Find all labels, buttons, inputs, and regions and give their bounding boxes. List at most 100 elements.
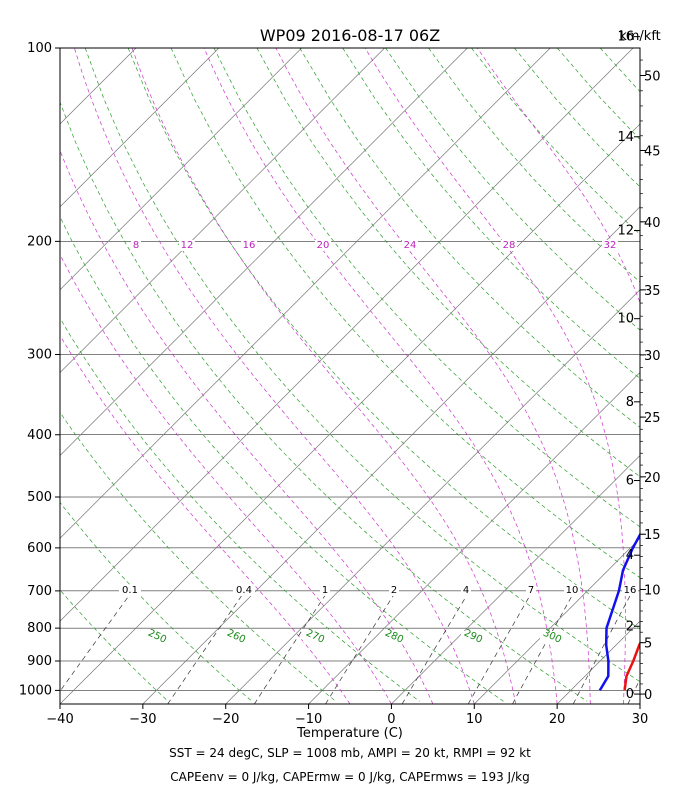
isotherm-line — [60, 48, 468, 456]
moist-adiabat-line — [364, 48, 626, 704]
dry-adiabat-line — [342, 48, 640, 379]
isotherm-line — [60, 48, 385, 374]
pressure-tick-label: 400 — [27, 428, 52, 443]
theta-e-label-bg — [501, 240, 517, 251]
isotherm-line — [0, 48, 53, 704]
isotherm-line — [60, 48, 634, 622]
theta-e-label: 28 — [503, 240, 516, 251]
theta-label-bg — [461, 631, 483, 642]
mixing-ratio-line — [572, 590, 634, 704]
moist-adiabat-line — [74, 48, 475, 704]
moist-adiabat-line — [275, 48, 591, 704]
dry-adiabat-line — [127, 48, 640, 630]
pressure-tick-label: 800 — [27, 621, 52, 636]
kft-tick-label: 20 — [644, 471, 661, 486]
x-tick-label: −20 — [212, 712, 239, 727]
dewpoint-profile-line — [598, 532, 640, 692]
theta-e-label: 12 — [181, 240, 194, 251]
kft-tick-label: 35 — [644, 284, 661, 299]
theta-label-bg — [224, 631, 246, 642]
theta-label-bg — [382, 631, 404, 642]
theta-e-label: 32 — [604, 240, 617, 251]
pressure-tick-label: 100 — [27, 41, 52, 56]
km-tick-label: 14 — [617, 130, 634, 145]
right-axis-label: km/kft — [619, 29, 661, 44]
theta-e-label: 8 — [133, 240, 139, 251]
moist-adiabat-line — [60, 253, 392, 704]
kft-tick-label: 40 — [644, 216, 661, 231]
mixing-ratio-label: 0.1 — [122, 585, 138, 596]
mixing-ratio-label: 0.4 — [236, 585, 252, 596]
km-tick-label: 0 — [626, 687, 634, 702]
mixing-ratio-label: 4 — [463, 585, 469, 596]
plot-background — [60, 48, 640, 704]
footer-line-2: CAPEenv = 0 J/kg, CAPErmw = 0 J/kg, CAPE… — [170, 770, 530, 784]
x-tick-label: 30 — [632, 712, 649, 727]
mixing-ratio-line — [325, 590, 397, 704]
kft-tick-label: 0 — [644, 688, 652, 703]
theta-label-bg — [145, 631, 167, 642]
moist-adiabat-line — [60, 149, 434, 704]
moist-adiabat-line — [131, 48, 517, 704]
mixing-ratio-line — [254, 590, 329, 704]
pressure-tick-label: 700 — [27, 584, 52, 599]
isotherm-line — [60, 123, 640, 704]
mixing-ratio-label-bg — [389, 585, 399, 596]
kft-tick-label: 30 — [644, 349, 661, 364]
mixing-ratio-label-bg — [564, 585, 580, 596]
km-tick-label: 10 — [617, 312, 634, 327]
footer-line-1: SST = 24 degC, SLP = 1008 mb, AMPI = 20 … — [169, 746, 531, 760]
theta-e-label: 24 — [404, 240, 417, 251]
kft-tick-label: 15 — [644, 528, 661, 543]
theta-label-bg — [303, 631, 325, 642]
pressure-tick-label: 300 — [27, 347, 52, 362]
kft-tick-label: 50 — [644, 69, 661, 84]
mixing-ratio-label-bg — [320, 585, 330, 596]
isotherm-line — [308, 372, 640, 704]
x-axis-label: Temperature (C) — [296, 726, 403, 741]
theta-e-label: 16 — [243, 240, 256, 251]
km-tick-label: 12 — [617, 224, 634, 239]
km-tick-label: 2 — [626, 619, 634, 634]
km-tick-label: 6 — [626, 474, 634, 489]
isotherm-line — [225, 289, 640, 704]
kft-tick-label: 5 — [644, 637, 652, 652]
mixing-ratio-label: 16 — [624, 585, 637, 596]
km-tick-label: 4 — [626, 548, 634, 563]
isotherm-line — [474, 537, 640, 704]
moist-adiabat-line — [203, 48, 558, 704]
isotherm-line — [60, 48, 551, 539]
theta-e-label-bg — [131, 240, 141, 251]
mixing-ratio-label: 7 — [528, 585, 534, 596]
isotherm-line — [556, 620, 640, 704]
kft-tick-label: 10 — [644, 583, 661, 598]
mixing-ratio-label: 2 — [391, 585, 397, 596]
theta-e-label-bg — [315, 240, 331, 251]
x-tick-label: 0 — [387, 712, 395, 727]
theta-label-bg — [540, 631, 562, 642]
mixing-ratio-line — [167, 590, 246, 704]
mixing-ratio-line — [467, 590, 533, 704]
kft-tick-label: 25 — [644, 411, 661, 426]
plot-area — [60, 48, 640, 704]
profile-lines — [598, 532, 640, 692]
dry-adiabat-line — [170, 48, 640, 579]
mixing-ratio-label-bg — [461, 585, 471, 596]
dry-adiabat-line — [60, 216, 504, 702]
x-tick-label: 10 — [466, 712, 483, 727]
x-tick-label: −10 — [295, 712, 322, 727]
theta-e-label-bg — [179, 240, 195, 251]
pressure-tick-label: 500 — [27, 490, 52, 505]
theta-e-label-bg — [241, 240, 257, 251]
pressure-tick-label: 900 — [27, 654, 52, 669]
x-tick-label: 20 — [549, 712, 566, 727]
theta-e-label-bg — [602, 240, 618, 251]
x-tick-label: −40 — [46, 712, 73, 727]
plot-frame — [59, 47, 641, 705]
km-tick-label: 8 — [626, 395, 634, 410]
theta-e-label-bg — [402, 240, 418, 251]
isotherm-line — [142, 206, 640, 704]
mixing-ratio-label-bg — [119, 585, 141, 596]
